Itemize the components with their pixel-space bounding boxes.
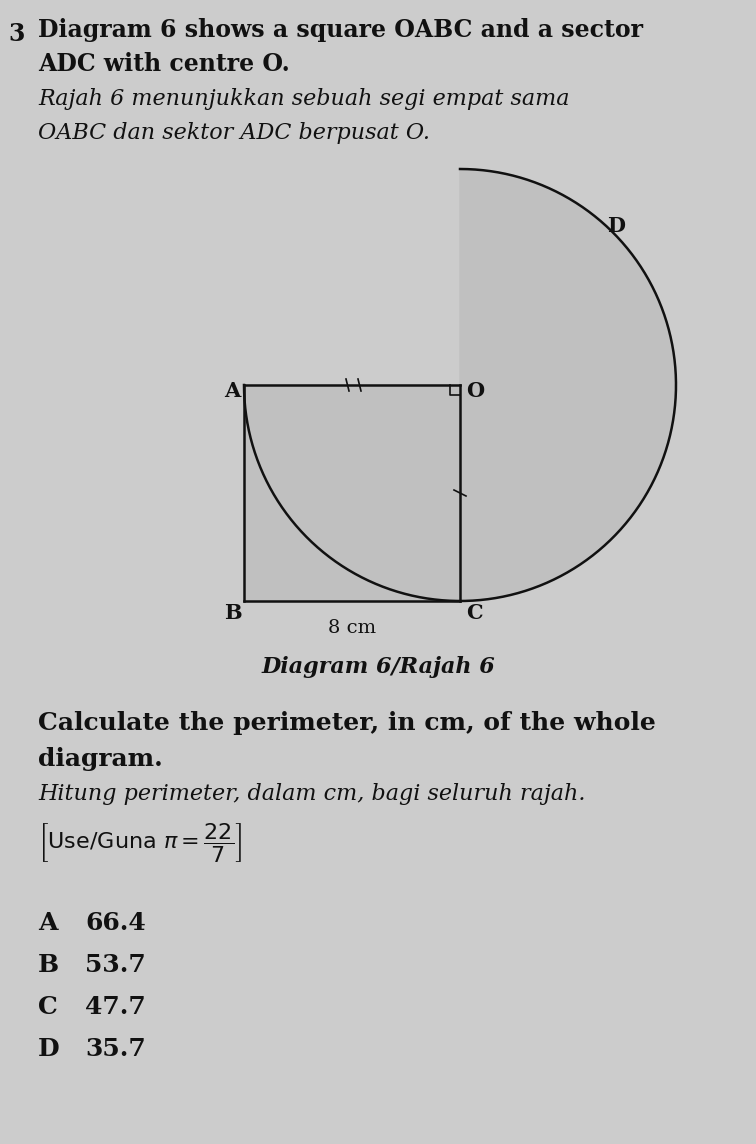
Text: Hitung perimeter, dalam cm, bagi seluruh rajah.: Hitung perimeter, dalam cm, bagi seluruh… xyxy=(38,782,585,805)
Text: ADC with centre O.: ADC with centre O. xyxy=(38,51,290,76)
Text: 3: 3 xyxy=(8,22,24,46)
Text: B: B xyxy=(224,603,242,623)
Text: A: A xyxy=(38,911,57,935)
Text: Calculate the perimeter, in cm, of the whole: Calculate the perimeter, in cm, of the w… xyxy=(38,712,656,734)
Text: Rajah 6 menunjukkan sebuah segi empat sama: Rajah 6 menunjukkan sebuah segi empat sa… xyxy=(38,88,569,110)
Polygon shape xyxy=(244,169,676,601)
Text: 8 cm: 8 cm xyxy=(328,619,376,637)
Text: C: C xyxy=(466,603,482,623)
Text: O: O xyxy=(466,381,484,402)
Text: 47.7: 47.7 xyxy=(85,995,146,1019)
Text: Diagram 6 shows a square OABC and a sector: Diagram 6 shows a square OABC and a sect… xyxy=(38,18,643,42)
Text: Diagram 6/Rajah 6: Diagram 6/Rajah 6 xyxy=(261,656,495,678)
Text: D: D xyxy=(607,215,625,236)
Polygon shape xyxy=(244,386,460,601)
Text: diagram.: diagram. xyxy=(38,747,163,771)
Text: 53.7: 53.7 xyxy=(85,953,146,977)
Text: A: A xyxy=(224,381,240,402)
Text: 66.4: 66.4 xyxy=(85,911,146,935)
Text: C: C xyxy=(38,995,58,1019)
Text: OABC dan sektor ADC berpusat O.: OABC dan sektor ADC berpusat O. xyxy=(38,122,430,144)
Text: B: B xyxy=(38,953,59,977)
Text: D: D xyxy=(38,1036,60,1060)
Text: $\left[\mathrm{Use/Guna}\ \pi = \dfrac{22}{7}\right]$: $\left[\mathrm{Use/Guna}\ \pi = \dfrac{2… xyxy=(38,821,243,864)
Text: 35.7: 35.7 xyxy=(85,1036,146,1060)
